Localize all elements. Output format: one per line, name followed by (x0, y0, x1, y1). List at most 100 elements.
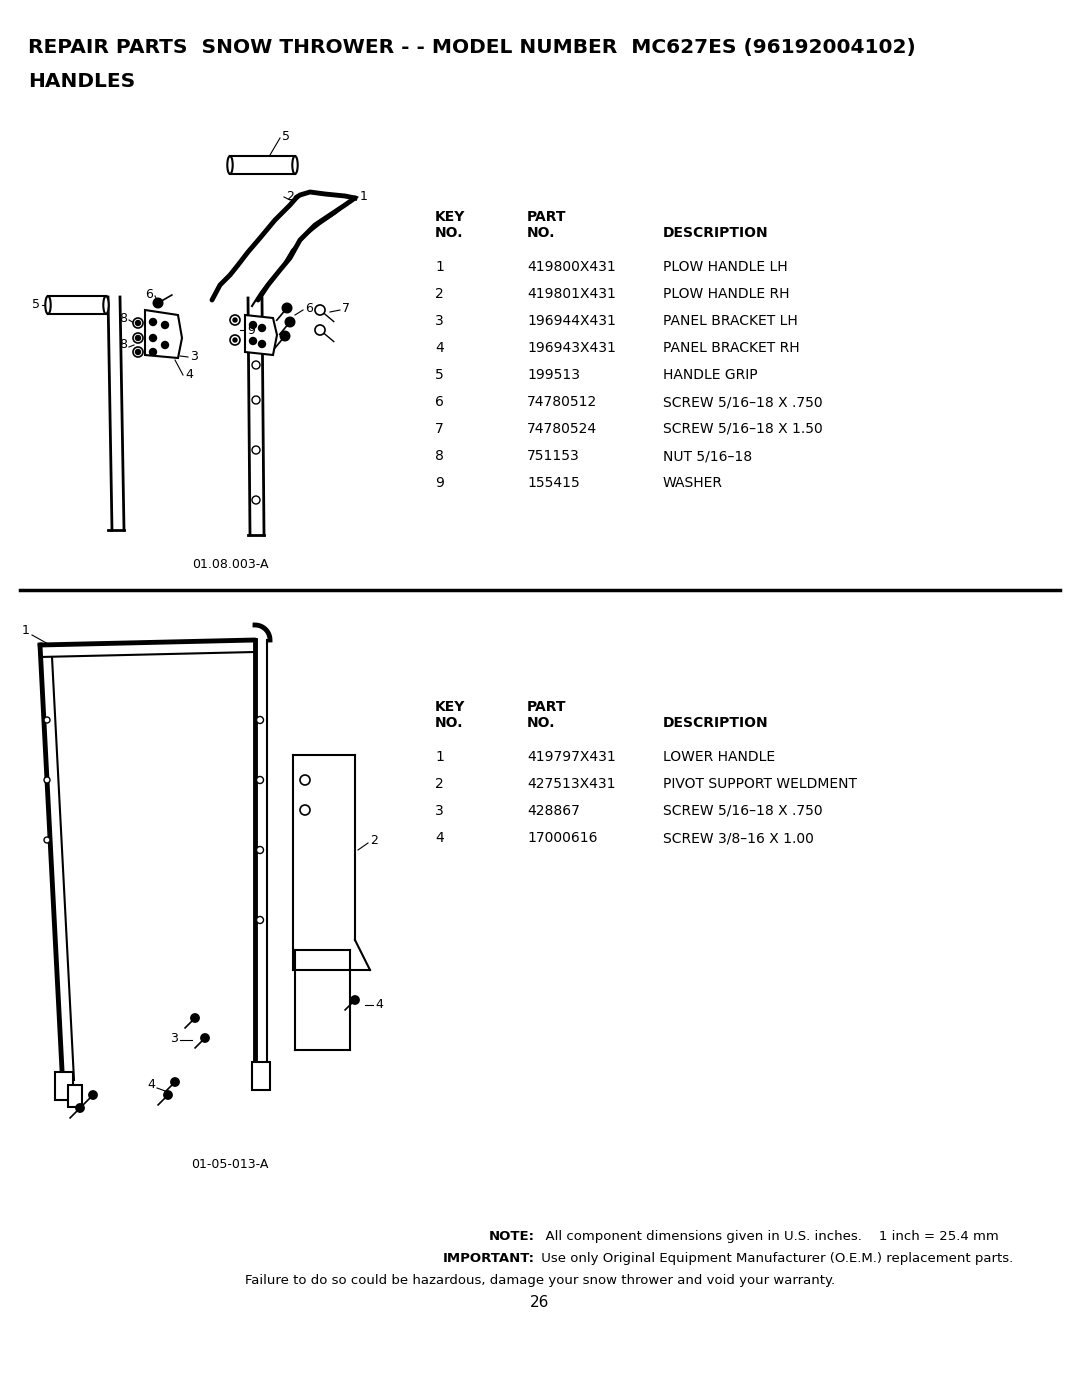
Text: DESCRIPTION: DESCRIPTION (663, 226, 769, 240)
Text: KEY: KEY (435, 210, 465, 224)
Text: All component dimensions given in U.S. inches.    1 inch = 25.4 mm: All component dimensions given in U.S. i… (537, 1229, 999, 1243)
Circle shape (300, 805, 310, 814)
Text: 4: 4 (435, 831, 444, 845)
Circle shape (201, 1034, 210, 1042)
Text: 5: 5 (32, 299, 40, 312)
Text: 4: 4 (375, 999, 383, 1011)
Circle shape (133, 346, 143, 358)
Circle shape (257, 916, 264, 923)
Text: HANDLES: HANDLES (28, 73, 135, 91)
Circle shape (149, 319, 157, 326)
Text: WASHER: WASHER (663, 476, 723, 490)
Text: 74780524: 74780524 (527, 422, 597, 436)
Text: SCREW 5/16–18 X .750: SCREW 5/16–18 X .750 (663, 395, 823, 409)
Text: 9: 9 (247, 324, 255, 337)
Circle shape (76, 1104, 84, 1112)
Text: 8: 8 (119, 312, 127, 324)
Text: 3: 3 (435, 805, 444, 819)
Text: 01.08.003-A: 01.08.003-A (192, 557, 268, 571)
Text: Failure to do so could be hazardous, damage your snow thrower and void your warr: Failure to do so could be hazardous, dam… (245, 1274, 835, 1287)
Text: 17000616: 17000616 (527, 831, 597, 845)
Circle shape (162, 321, 168, 328)
FancyBboxPatch shape (55, 1071, 73, 1099)
Text: 155415: 155415 (527, 476, 580, 490)
Text: NUT 5/16–18: NUT 5/16–18 (663, 448, 752, 462)
Text: 7: 7 (342, 302, 350, 314)
Text: 196944X431: 196944X431 (527, 314, 616, 328)
Circle shape (153, 298, 163, 307)
Text: 8: 8 (435, 448, 444, 462)
Text: 2: 2 (435, 286, 444, 300)
Text: SCREW 5/16–18 X 1.50: SCREW 5/16–18 X 1.50 (663, 422, 823, 436)
Text: 419800X431: 419800X431 (527, 260, 616, 274)
Circle shape (149, 334, 157, 341)
Text: PLOW HANDLE LH: PLOW HANDLE LH (663, 260, 787, 274)
Text: 4: 4 (435, 341, 444, 355)
Text: 419797X431: 419797X431 (527, 750, 616, 764)
Circle shape (135, 320, 140, 326)
Circle shape (252, 446, 260, 454)
Text: 6: 6 (305, 302, 313, 314)
Text: NO.: NO. (435, 226, 463, 240)
Circle shape (252, 395, 260, 404)
Text: 1: 1 (435, 260, 444, 274)
Circle shape (252, 496, 260, 504)
Ellipse shape (293, 156, 298, 175)
Text: 419801X431: 419801X431 (527, 286, 616, 300)
Circle shape (44, 777, 50, 782)
Text: SCREW 5/16–18 X .750: SCREW 5/16–18 X .750 (663, 805, 823, 819)
Circle shape (351, 996, 360, 1004)
Text: NO.: NO. (527, 226, 555, 240)
Text: 01-05-013-A: 01-05-013-A (191, 1158, 269, 1171)
Circle shape (300, 775, 310, 785)
Circle shape (164, 1091, 172, 1099)
Text: 3: 3 (190, 351, 198, 363)
Text: 5: 5 (435, 367, 444, 381)
Text: REPAIR PARTS  SNOW THROWER - - MODEL NUMBER  MC627ES (96192004102): REPAIR PARTS SNOW THROWER - - MODEL NUMB… (28, 38, 916, 57)
Text: PIVOT SUPPORT WELDMENT: PIVOT SUPPORT WELDMENT (663, 777, 858, 791)
Circle shape (230, 314, 240, 326)
Text: 5: 5 (282, 130, 291, 144)
Circle shape (257, 717, 264, 724)
Text: PANEL BRACKET RH: PANEL BRACKET RH (663, 341, 799, 355)
Circle shape (44, 717, 50, 724)
Polygon shape (145, 310, 183, 358)
Text: 3: 3 (171, 1031, 178, 1045)
Text: 428867: 428867 (527, 805, 580, 819)
Circle shape (162, 341, 168, 348)
Text: KEY: KEY (435, 700, 465, 714)
Circle shape (282, 303, 292, 313)
Circle shape (135, 335, 140, 341)
Text: 6: 6 (435, 395, 444, 409)
Text: NOTE:: NOTE: (489, 1229, 535, 1243)
Circle shape (252, 360, 260, 369)
Circle shape (285, 317, 295, 327)
FancyBboxPatch shape (252, 1062, 270, 1090)
Circle shape (249, 338, 257, 345)
Text: 196943X431: 196943X431 (527, 341, 616, 355)
Text: 26: 26 (530, 1295, 550, 1310)
Circle shape (89, 1091, 97, 1099)
Text: 2: 2 (370, 834, 378, 847)
Circle shape (257, 847, 264, 854)
Text: 1: 1 (360, 190, 368, 203)
Text: 74780512: 74780512 (527, 395, 597, 409)
Ellipse shape (45, 296, 51, 314)
Text: DESCRIPTION: DESCRIPTION (663, 717, 769, 731)
Text: PART: PART (527, 700, 567, 714)
Circle shape (191, 1014, 199, 1023)
Circle shape (249, 321, 257, 328)
Circle shape (280, 331, 289, 341)
Circle shape (171, 1078, 179, 1087)
Text: IMPORTANT:: IMPORTANT: (443, 1252, 535, 1266)
Text: 751153: 751153 (527, 448, 580, 462)
Circle shape (315, 305, 325, 316)
Circle shape (315, 326, 325, 335)
Text: 3: 3 (435, 314, 444, 328)
Text: 8: 8 (119, 338, 127, 352)
Text: HANDLE GRIP: HANDLE GRIP (663, 367, 758, 381)
Text: 2: 2 (435, 777, 444, 791)
Text: 427513X431: 427513X431 (527, 777, 616, 791)
Text: PART: PART (527, 210, 567, 224)
Text: SCREW 3/8–16 X 1.00: SCREW 3/8–16 X 1.00 (663, 831, 814, 845)
